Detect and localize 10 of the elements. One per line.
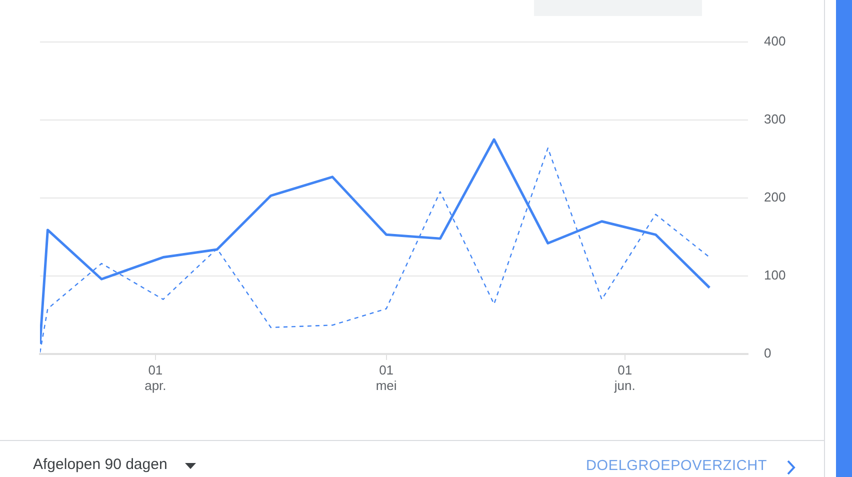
- y-tick-label: 0: [764, 346, 772, 361]
- y-tick-label: 400: [764, 34, 786, 49]
- x-tick-label: 01 apr.: [144, 362, 166, 393]
- x-tick-label: 01 jun.: [613, 362, 636, 393]
- y-tick-label: 100: [764, 268, 786, 283]
- y-tick-label: 300: [764, 112, 786, 127]
- text: DOELGROEPOVERZICHT: [586, 458, 768, 474]
- y-tick-label: 200: [764, 190, 786, 205]
- x-tick-label: 01 mei: [376, 362, 397, 393]
- text: Afgelopen 90 dagen: [33, 456, 168, 473]
